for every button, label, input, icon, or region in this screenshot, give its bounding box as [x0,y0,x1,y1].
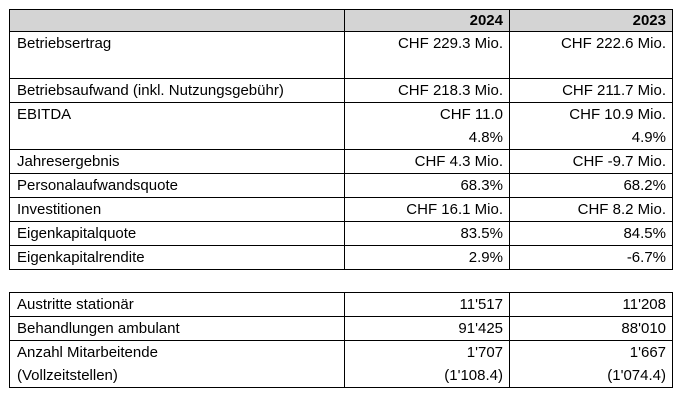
value-2023: CHF -9.7 Mio. [509,149,673,174]
value-2024: CHF 218.3 Mio. [344,78,510,103]
table-row: Investitionen CHF 16.1 Mio. CHF 8.2 Mio. [9,197,673,222]
staff-fte-2024: (1'108.4) [444,367,503,384]
row-label: EBITDA [9,102,345,150]
header-label-cell [9,9,345,32]
value-2024: 83.5% [344,221,510,246]
staff-count-2023: 1'667 [629,344,666,361]
table-row: Betriebsertrag CHF 229.3 Mio. CHF 222.6 … [9,31,673,79]
staff-count-2024: 1'707 [466,344,503,361]
row-label: Betriebsertrag [9,31,345,79]
table-row: Eigenkapitalrendite 2.9% -6.7% [9,245,673,270]
value-2024: CHF 229.3 Mio. [344,31,510,79]
row-label: Anzahl Mitarbeitende (Vollzeitstellen) [9,340,345,388]
financial-table: 2024 2023 Betriebsertrag CHF 229.3 Mio. … [9,9,673,270]
table-row: EBITDA CHF 11.0 4.8% CHF 10.9 Mio. 4.9% [9,102,673,150]
value-2024: CHF 4.3 Mio. [344,149,510,174]
value-2024: 68.3% [344,173,510,198]
row-label: Eigenkapitalquote [9,221,345,246]
row-label: Personalaufwandsquote [9,173,345,198]
table-row: Jahresergebnis CHF 4.3 Mio. CHF -9.7 Mio… [9,149,673,174]
header-row: 2024 2023 [9,9,673,32]
table-row: Anzahl Mitarbeitende (Vollzeitstellen) 1… [9,340,673,388]
row-label: Investitionen [9,197,345,222]
operations-table: Austritte stationär 11'517 11'208 Behand… [9,292,673,388]
value-2024: 1'707 (1'108.4) [344,340,510,388]
value-2023: CHF 211.7 Mio. [509,78,673,103]
ebitda-margin-2024: 4.8% [468,129,503,146]
staff-label: Anzahl Mitarbeitende [17,344,158,361]
value-2024: 2.9% [344,245,510,270]
ebitda-value-2024: CHF 11.0 [439,106,503,123]
header-year-2023: 2023 [509,9,673,32]
table-row: Betriebsaufwand (inkl. Nutzungsgebühr) C… [9,78,673,103]
value-2023: -6.7% [509,245,673,270]
value-2023: 84.5% [509,221,673,246]
value-2023: CHF 8.2 Mio. [509,197,673,222]
table-row: Personalaufwandsquote 68.3% 68.2% [9,173,673,198]
row-label: Austritte stationär [9,292,345,317]
value-2024: 91'425 [344,316,510,341]
header-year-2024: 2024 [344,9,510,32]
table-row: Austritte stationär 11'517 11'208 [9,292,673,317]
value-2023: 11'208 [509,292,673,317]
row-label: Jahresergebnis [9,149,345,174]
row-label: Eigenkapitalrendite [9,245,345,270]
row-label: Behandlungen ambulant [9,316,345,341]
row-label: Betriebsaufwand (inkl. Nutzungsgebühr) [9,78,345,103]
value-2024: CHF 16.1 Mio. [344,197,510,222]
table-row: Eigenkapitalquote 83.5% 84.5% [9,221,673,246]
table-row: Behandlungen ambulant 91'425 88'010 [9,316,673,341]
value-2024: 11'517 [344,292,510,317]
value-2023: CHF 10.9 Mio. 4.9% [509,102,673,150]
staff-sublabel: (Vollzeitstellen) [17,367,118,384]
ebitda-value-2023: CHF 10.9 Mio. [569,106,666,123]
value-2024: CHF 11.0 4.8% [344,102,510,150]
ebitda-margin-2023: 4.9% [631,129,666,146]
value-2023: CHF 222.6 Mio. [509,31,673,79]
value-2023: 88'010 [509,316,673,341]
staff-fte-2023: (1'074.4) [607,367,666,384]
value-2023: 68.2% [509,173,673,198]
value-2023: 1'667 (1'074.4) [509,340,673,388]
